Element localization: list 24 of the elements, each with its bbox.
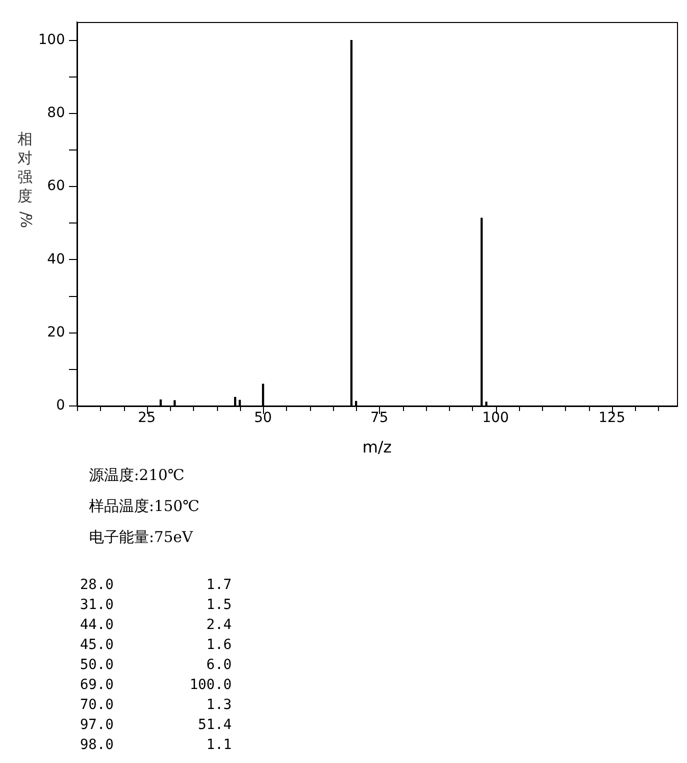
x-tick-label: 100 — [482, 410, 509, 426]
text: 31.0 1.5 — [80, 596, 232, 615]
text: 样品温度:150℃ — [89, 496, 200, 517]
y-tick-label: 100 — [38, 32, 65, 48]
x-tick-label: 75 — [370, 410, 388, 426]
x-tick-label: 25 — [138, 410, 156, 426]
y-tick-label: 60 — [47, 178, 65, 194]
text: 98.0 1.1 — [80, 736, 232, 755]
x-axis-title: m/z — [362, 438, 392, 457]
y-tick-label: 40 — [47, 251, 65, 268]
text: 69.0 100.0 — [80, 676, 232, 695]
y-tick-label: 0 — [56, 398, 65, 414]
text: 97.0 51.4 — [80, 716, 232, 735]
y-tick-label: 80 — [47, 105, 65, 122]
text: 45.0 1.6 — [80, 636, 232, 655]
x-tick-label: 125 — [598, 410, 626, 426]
text: 50.0 6.0 — [80, 656, 232, 675]
text: 44.0 2.4 — [80, 616, 232, 635]
text: 28.0 1.7 — [80, 576, 232, 595]
text: 源温度:210℃ — [89, 465, 186, 486]
y-tick-label: 20 — [47, 324, 65, 340]
text: 电子能量:75eV — [89, 527, 194, 548]
text: 70.0 1.3 — [80, 696, 232, 715]
x-tick-label: 50 — [254, 410, 272, 426]
